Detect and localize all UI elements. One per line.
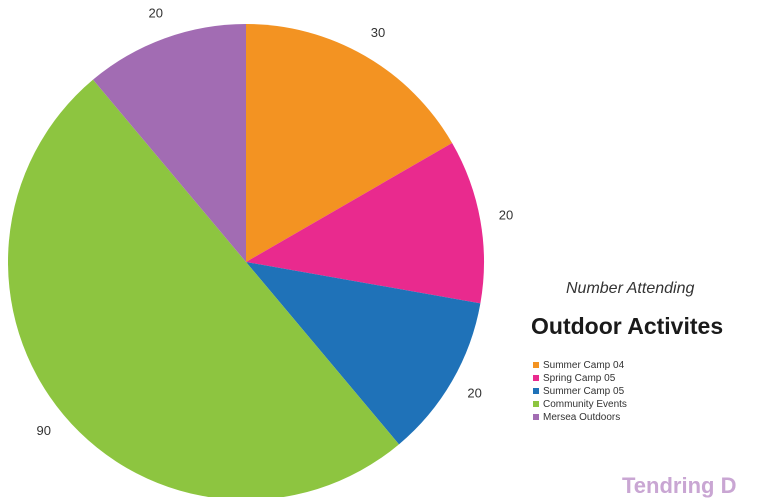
pie-slice-spring-camp-05	[246, 143, 484, 304]
legend-label: Summer Camp 04	[543, 359, 625, 371]
legend-item-community-events: Community Events	[533, 398, 627, 410]
legend-label: Community Events	[543, 398, 627, 410]
chart-title: Outdoor Activites	[531, 313, 724, 339]
legend-swatch	[533, 362, 539, 368]
slice-value-label: 20	[148, 5, 162, 20]
legend-swatch	[533, 388, 539, 394]
legend-swatch	[533, 414, 539, 420]
legend-swatch	[533, 375, 539, 381]
slice-value-label: 20	[499, 208, 513, 223]
pie-slice-community-events	[8, 79, 399, 497]
legend-swatch	[533, 401, 539, 407]
legend-label: Mersea Outdoors	[543, 411, 621, 423]
footer-heading: Tendring D	[622, 473, 737, 498]
legend-label: Spring Camp 05	[543, 372, 616, 384]
slice-value-label: 30	[371, 25, 385, 40]
legend-item-spring-camp-05: Spring Camp 05	[533, 372, 627, 384]
legend-item-summer-camp-04: Summer Camp 04	[533, 359, 627, 371]
pie-slice-summer-camp-05	[246, 262, 481, 445]
slice-value-label: 90	[37, 423, 51, 438]
chart-subtitle: Number Attending	[566, 280, 695, 297]
pie-slice-summer-camp-04	[246, 24, 453, 262]
pie-slice-mersea-outdoors	[93, 24, 247, 262]
slice-value-label: 20	[467, 385, 481, 400]
legend-item-summer-camp-05: Summer Camp 05	[533, 385, 627, 397]
legend-item-mersea-outdoors: Mersea Outdoors	[533, 411, 627, 423]
legend-label: Summer Camp 05	[543, 385, 625, 397]
chart-legend: Summer Camp 04 Spring Camp 05 Summer Camp …	[533, 359, 627, 424]
